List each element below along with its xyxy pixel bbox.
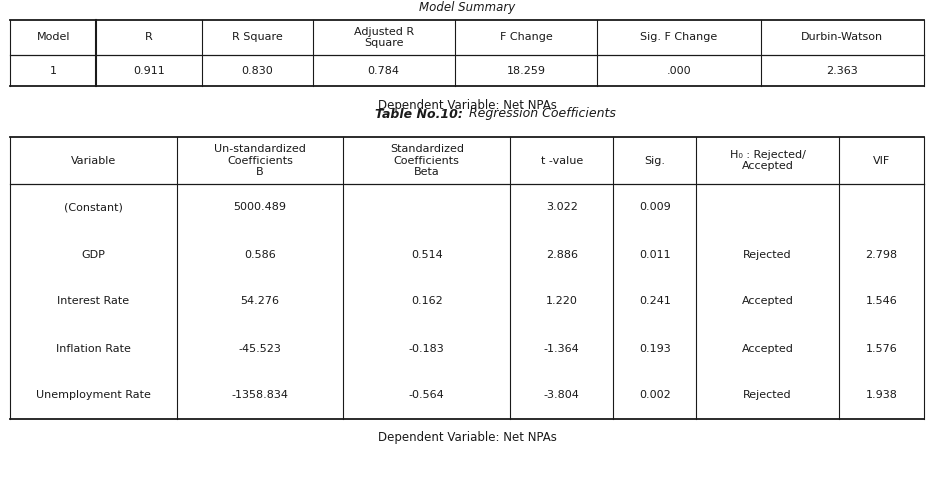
Text: F Change: F Change	[500, 32, 552, 42]
Text: 1.220: 1.220	[545, 297, 577, 307]
Text: Unemployment Rate: Unemployment Rate	[35, 391, 150, 400]
Text: (Constant): (Constant)	[64, 203, 122, 213]
Text: Dependent Variable: Net NPAs: Dependent Variable: Net NPAs	[377, 430, 557, 443]
Text: 0.830: 0.830	[241, 65, 273, 75]
Text: R Square: R Square	[232, 32, 283, 42]
Text: -45.523: -45.523	[239, 343, 281, 353]
Text: Inflation Rate: Inflation Rate	[56, 343, 131, 353]
Text: 18.259: 18.259	[506, 65, 545, 75]
Text: t -value: t -value	[541, 155, 583, 165]
Text: Accepted: Accepted	[742, 343, 794, 353]
Text: Adjusted R
Square: Adjusted R Square	[354, 27, 414, 48]
Text: -0.564: -0.564	[409, 391, 445, 400]
Text: 1.546: 1.546	[866, 297, 898, 307]
Text: .000: .000	[667, 65, 691, 75]
Text: 0.241: 0.241	[639, 297, 671, 307]
Text: 0.011: 0.011	[639, 249, 671, 259]
Text: 0.002: 0.002	[639, 391, 671, 400]
Text: Durbin-Watson: Durbin-Watson	[801, 32, 884, 42]
Text: H₀ : Rejected/
Accepted: H₀ : Rejected/ Accepted	[729, 150, 805, 171]
Text: Model: Model	[36, 32, 70, 42]
Text: GDP: GDP	[81, 249, 106, 259]
Text: 1: 1	[50, 65, 57, 75]
Text: Regression Coefficients: Regression Coefficients	[465, 107, 616, 121]
Text: 0.009: 0.009	[639, 203, 671, 213]
Text: Model Summary: Model Summary	[418, 1, 516, 14]
Text: Rejected: Rejected	[743, 249, 792, 259]
Text: -1358.834: -1358.834	[232, 391, 289, 400]
Text: 0.514: 0.514	[411, 249, 443, 259]
Text: Standardized
Coefficients
Beta: Standardized Coefficients Beta	[389, 144, 464, 177]
Text: Sig. F Change: Sig. F Change	[641, 32, 717, 42]
Text: 1.938: 1.938	[866, 391, 898, 400]
Text: 0.586: 0.586	[244, 249, 276, 259]
Text: Variable: Variable	[71, 155, 116, 165]
Text: Table No.10:: Table No.10:	[375, 107, 463, 121]
Text: 1.576: 1.576	[866, 343, 898, 353]
Text: 54.276: 54.276	[241, 297, 279, 307]
Text: -3.804: -3.804	[544, 391, 580, 400]
Text: 5000.489: 5000.489	[234, 203, 287, 213]
Text: Dependent Variable: Net NPAs: Dependent Variable: Net NPAs	[377, 99, 557, 113]
Text: Un-standardized
Coefficients
B: Un-standardized Coefficients B	[214, 144, 306, 177]
Text: -1.364: -1.364	[544, 343, 579, 353]
Text: 2.886: 2.886	[545, 249, 577, 259]
Text: Sig.: Sig.	[644, 155, 665, 165]
Text: 3.022: 3.022	[545, 203, 577, 213]
Text: Interest Rate: Interest Rate	[57, 297, 130, 307]
Text: -0.183: -0.183	[409, 343, 445, 353]
Text: 2.363: 2.363	[827, 65, 858, 75]
Text: R: R	[146, 32, 153, 42]
Text: 0.193: 0.193	[639, 343, 671, 353]
Text: 2.798: 2.798	[865, 249, 898, 259]
Text: VIF: VIF	[872, 155, 890, 165]
Text: 0.911: 0.911	[134, 65, 165, 75]
Text: Accepted: Accepted	[742, 297, 794, 307]
Text: 0.162: 0.162	[411, 297, 443, 307]
Text: Rejected: Rejected	[743, 391, 792, 400]
Text: 0.784: 0.784	[368, 65, 400, 75]
